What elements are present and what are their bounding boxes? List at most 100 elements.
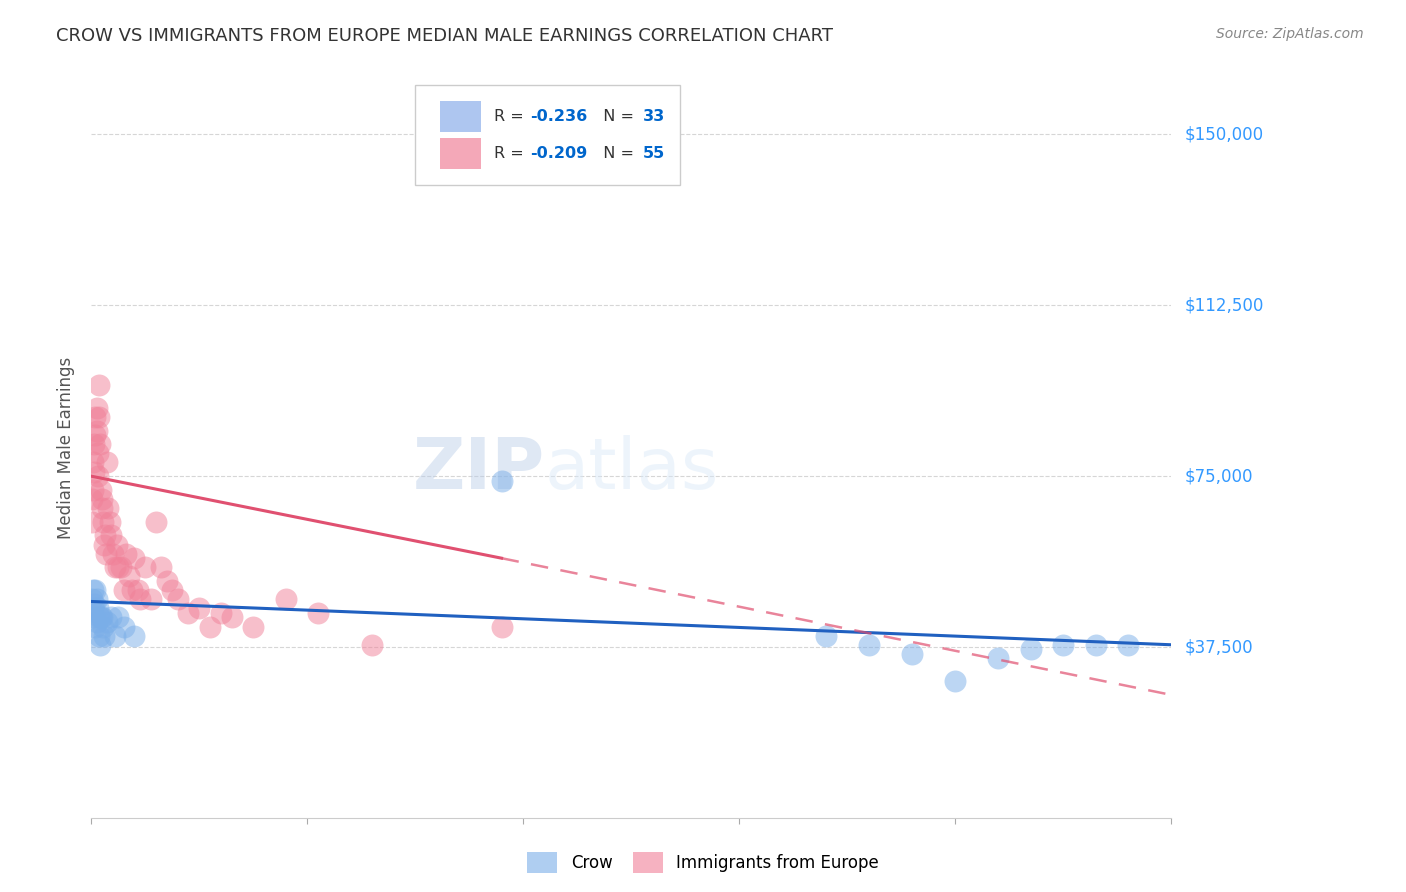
Point: [83, 465, 105, 479]
Point: [86, 615, 108, 629]
Point: [242, 619, 264, 633]
Point: [84, 409, 107, 424]
Point: [101, 547, 124, 561]
Point: [814, 629, 837, 643]
Point: [87, 629, 110, 643]
Point: [86, 601, 108, 615]
Point: [307, 606, 329, 620]
Point: [124, 629, 146, 643]
Point: [987, 651, 1010, 665]
Point: [97, 501, 120, 516]
Point: [93, 629, 115, 643]
FancyBboxPatch shape: [440, 101, 481, 132]
Legend: Crow, Immigrants from Europe: Crow, Immigrants from Europe: [520, 846, 886, 880]
Point: [1084, 638, 1107, 652]
Point: [198, 619, 221, 633]
Point: [82, 491, 104, 506]
Point: [134, 560, 156, 574]
Point: [90, 483, 112, 497]
Point: [90, 610, 112, 624]
Point: [86, 401, 108, 415]
Text: $150,000: $150,000: [1185, 126, 1264, 144]
Point: [83, 610, 105, 624]
Point: [84, 583, 107, 598]
Point: [107, 560, 129, 574]
Point: [83, 597, 105, 611]
FancyBboxPatch shape: [415, 85, 679, 185]
Point: [84, 619, 107, 633]
Point: [121, 583, 143, 598]
Point: [91, 491, 114, 506]
Point: [943, 674, 966, 689]
Point: [221, 610, 243, 624]
Y-axis label: Median Male Earnings: Median Male Earnings: [58, 357, 75, 539]
Point: [901, 647, 924, 661]
Point: [139, 592, 162, 607]
Point: [82, 515, 104, 529]
Text: N =: N =: [593, 146, 640, 161]
Point: [188, 601, 211, 615]
Point: [491, 474, 513, 488]
Point: [86, 446, 108, 460]
Point: [91, 610, 114, 624]
Point: [104, 629, 127, 643]
Point: [82, 592, 104, 607]
Point: [160, 583, 183, 598]
Point: [1019, 642, 1042, 657]
Text: $75,000: $75,000: [1185, 467, 1254, 485]
Point: [145, 515, 167, 529]
Point: [87, 378, 110, 392]
Text: ZIP: ZIP: [412, 435, 544, 504]
Point: [89, 638, 111, 652]
Point: [82, 601, 104, 615]
Point: [83, 437, 105, 451]
Point: [96, 547, 118, 561]
Text: CROW VS IMMIGRANTS FROM EUROPE MEDIAN MALE EARNINGS CORRELATION CHART: CROW VS IMMIGRANTS FROM EUROPE MEDIAN MA…: [56, 27, 834, 45]
Point: [274, 592, 297, 607]
Point: [1116, 638, 1139, 652]
Point: [96, 615, 118, 629]
Point: [82, 583, 104, 598]
Point: [84, 428, 107, 442]
Point: [91, 515, 114, 529]
Point: [87, 610, 110, 624]
Point: [93, 537, 115, 551]
Point: [858, 638, 880, 652]
Point: [86, 469, 108, 483]
Point: [166, 592, 188, 607]
Point: [86, 592, 108, 607]
Point: [89, 437, 111, 451]
Point: [105, 537, 128, 551]
Point: [86, 424, 108, 438]
Point: [112, 619, 135, 633]
Point: [361, 638, 384, 652]
Text: 33: 33: [643, 109, 665, 124]
Text: -0.236: -0.236: [530, 109, 586, 124]
Text: $112,500: $112,500: [1185, 296, 1264, 314]
Point: [110, 560, 132, 574]
Text: atlas: atlas: [544, 435, 718, 504]
Text: R =: R =: [494, 109, 529, 124]
Point: [114, 547, 136, 561]
Point: [124, 551, 146, 566]
Point: [128, 592, 150, 607]
Text: R =: R =: [494, 146, 529, 161]
Point: [100, 610, 122, 624]
Point: [177, 606, 200, 620]
Point: [112, 583, 135, 598]
Text: 55: 55: [643, 146, 665, 161]
Point: [127, 583, 149, 598]
Point: [82, 455, 104, 469]
Point: [107, 610, 129, 624]
Point: [100, 528, 122, 542]
Point: [150, 560, 173, 574]
Text: N =: N =: [593, 109, 640, 124]
Point: [118, 569, 141, 583]
Point: [209, 606, 232, 620]
Point: [94, 528, 117, 542]
Point: [491, 619, 513, 633]
Point: [98, 515, 121, 529]
Point: [87, 409, 110, 424]
Point: [91, 501, 114, 516]
Point: [91, 619, 114, 633]
